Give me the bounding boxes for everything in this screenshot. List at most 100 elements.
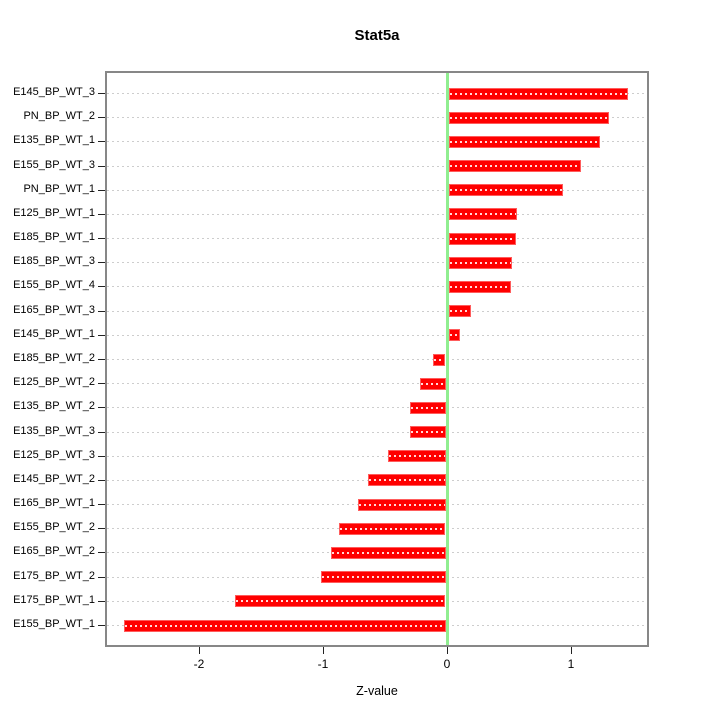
y-axis-label: E135_BP_WT_2 [13, 400, 95, 412]
gridline [107, 407, 647, 408]
y-axis-tick [98, 166, 105, 167]
x-axis-title: Z-value [356, 684, 398, 698]
y-axis-label: E125_BP_WT_1 [13, 207, 95, 219]
bar-grid-dash [450, 286, 510, 288]
y-axis-label: E175_BP_WT_2 [13, 570, 95, 582]
gridline [107, 141, 647, 142]
y-axis-tick [98, 311, 105, 312]
y-axis-tick [98, 407, 105, 408]
y-axis-label: E135_BP_WT_3 [13, 425, 95, 437]
gridline [107, 214, 647, 215]
gridline [107, 262, 647, 263]
bar [449, 281, 511, 293]
y-axis-label: E145_BP_WT_3 [13, 86, 95, 98]
y-axis-label: E155_BP_WT_3 [13, 159, 95, 171]
x-axis-tick [447, 647, 448, 654]
bar-grid-dash [434, 359, 444, 361]
bar [449, 160, 581, 172]
bar [339, 523, 445, 535]
bar-grid-dash [411, 431, 445, 433]
bar [449, 88, 628, 100]
bar [420, 378, 446, 390]
gridline [107, 166, 647, 167]
bar [388, 450, 446, 462]
y-axis-tick [98, 141, 105, 142]
y-axis-label: E125_BP_WT_3 [13, 449, 95, 461]
y-axis-label: E125_BP_WT_2 [13, 376, 95, 388]
y-axis-tick [98, 528, 105, 529]
y-axis-label: E175_BP_WT_1 [13, 594, 95, 606]
y-axis-tick [98, 286, 105, 287]
y-axis-label: PN_BP_WT_2 [23, 110, 95, 122]
x-axis-tick-label: 1 [567, 657, 575, 671]
bar-grid-dash [236, 600, 444, 602]
y-axis-label: PN_BP_WT_1 [23, 183, 95, 195]
gridline [107, 383, 647, 384]
y-axis-label: E185_BP_WT_2 [13, 352, 95, 364]
bar-grid-dash [450, 189, 562, 191]
bar [410, 402, 446, 414]
bar-grid-dash [450, 165, 580, 167]
bar [124, 620, 446, 632]
gridline [107, 190, 647, 191]
gridline [107, 335, 647, 336]
bar-grid-dash [450, 93, 627, 95]
y-axis-tick [98, 190, 105, 191]
bar-grid-dash [450, 238, 515, 240]
y-axis-tick [98, 93, 105, 94]
bar-grid-dash [450, 262, 511, 264]
y-axis-tick [98, 432, 105, 433]
y-axis-label: E185_BP_WT_1 [13, 231, 95, 243]
y-axis-tick [98, 117, 105, 118]
bar [449, 208, 517, 220]
x-axis-tick-label: -1 [317, 657, 329, 671]
gridline [107, 238, 647, 239]
bar-grid-dash [450, 117, 608, 119]
bar-grid-dash [125, 625, 445, 627]
bar-grid-dash [369, 479, 445, 481]
y-axis-label: E145_BP_WT_2 [13, 473, 95, 485]
bar [410, 426, 446, 438]
y-axis-label: E185_BP_WT_3 [13, 255, 95, 267]
gridline [107, 432, 647, 433]
y-axis-label: E155_BP_WT_2 [13, 521, 95, 533]
bar [368, 474, 446, 486]
y-axis-tick [98, 552, 105, 553]
y-axis-tick [98, 577, 105, 578]
x-axis-tick [323, 647, 324, 654]
y-axis-tick [98, 456, 105, 457]
bar-grid-dash [389, 455, 445, 457]
bar-grid-dash [411, 407, 445, 409]
y-axis-label: E165_BP_WT_2 [13, 545, 95, 557]
bar-grid-dash [359, 504, 445, 506]
bar [331, 547, 446, 559]
bar-grid-dash [450, 141, 599, 143]
bar [449, 257, 512, 269]
y-axis-tick [98, 480, 105, 481]
plot-area [105, 71, 649, 647]
gridline [107, 311, 647, 312]
y-axis-tick [98, 214, 105, 215]
bar [449, 136, 600, 148]
bar [449, 305, 471, 317]
bar [358, 499, 446, 511]
bar [235, 595, 445, 607]
y-axis-tick [98, 601, 105, 602]
gridline [107, 359, 647, 360]
y-axis-tick [98, 238, 105, 239]
y-axis-label: E165_BP_WT_1 [13, 497, 95, 509]
y-axis-label: E165_BP_WT_3 [13, 304, 95, 316]
y-axis-label: E155_BP_WT_4 [13, 279, 95, 291]
bar-grid-dash [322, 576, 445, 578]
bar [449, 329, 460, 341]
chart-title: Stat5a [354, 27, 400, 44]
y-axis-tick [98, 625, 105, 626]
y-axis-tick [98, 335, 105, 336]
y-axis-tick [98, 383, 105, 384]
bar-grid-dash [450, 334, 459, 336]
x-axis-tick [199, 647, 200, 654]
zero-line [446, 73, 449, 645]
y-axis-label: E145_BP_WT_1 [13, 328, 95, 340]
y-axis-label: E155_BP_WT_1 [13, 618, 95, 630]
gridline [107, 456, 647, 457]
